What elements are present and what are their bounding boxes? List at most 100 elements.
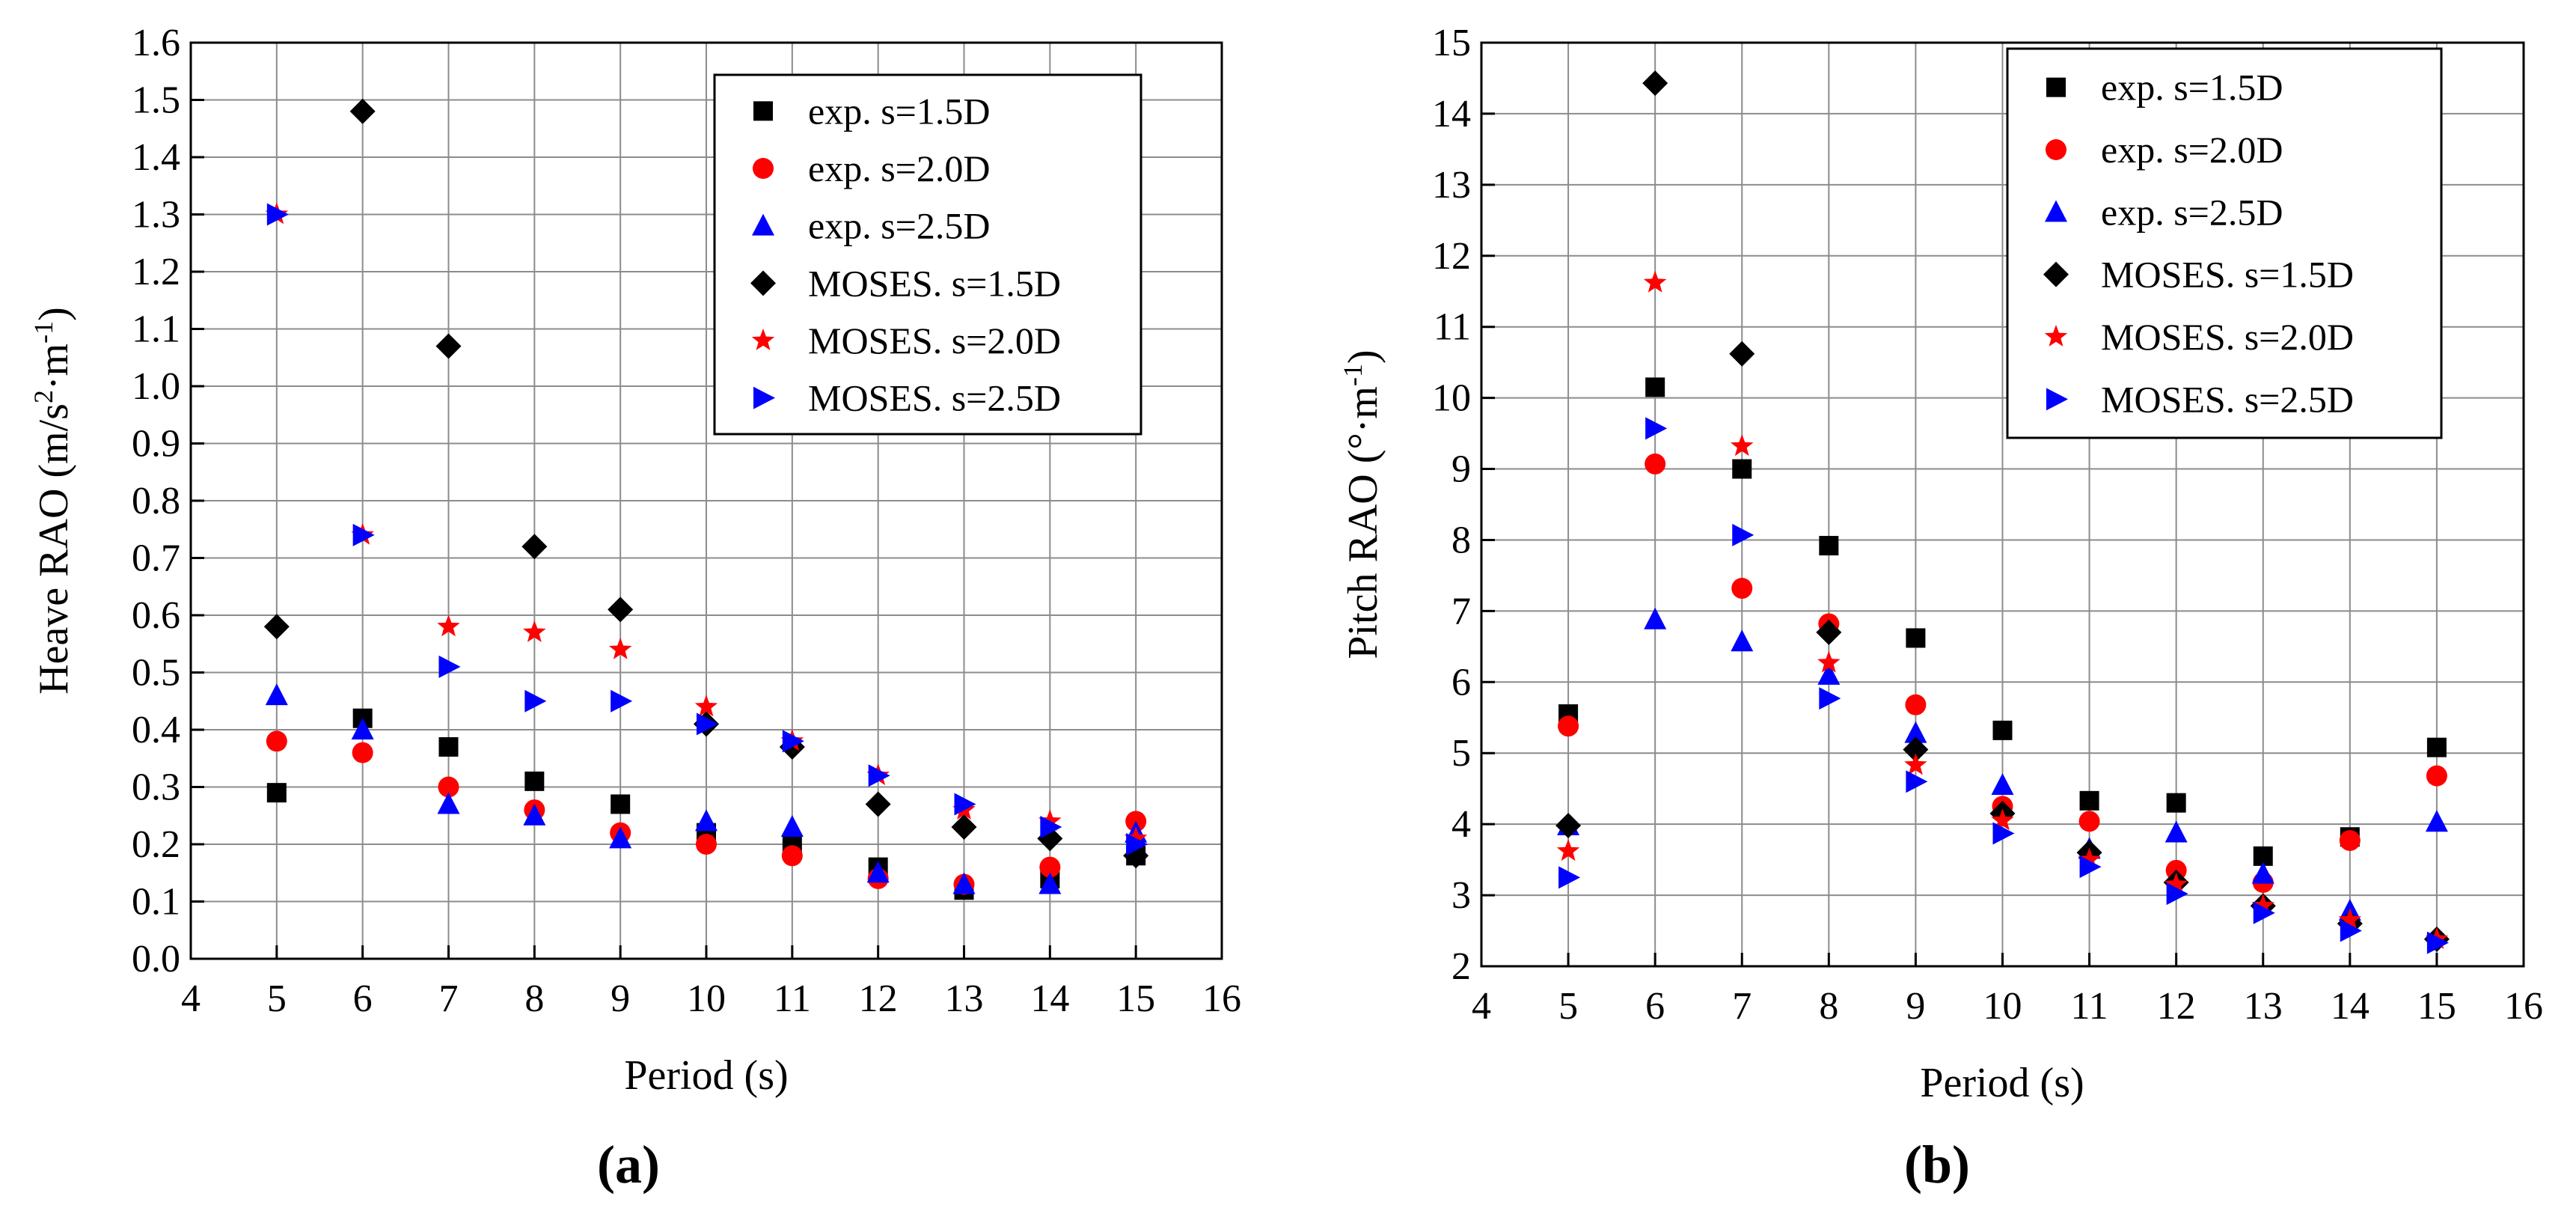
x-tick-label: 4	[1472, 985, 1491, 1028]
y-tick-label: 1.3	[132, 194, 180, 237]
data-point	[1731, 578, 1753, 600]
data-point	[1038, 809, 1062, 832]
data-point	[694, 695, 718, 717]
data-point	[266, 730, 287, 752]
data-point	[2166, 882, 2188, 906]
data-point	[352, 742, 373, 763]
data-point	[1732, 459, 1752, 479]
data-point	[2338, 908, 2362, 930]
legend-marker	[2045, 200, 2067, 222]
data-point	[351, 718, 374, 739]
legend-label: MOSES. s=1.5D	[2101, 254, 2354, 296]
data-point	[1992, 720, 2013, 740]
x-tick-label: 13	[2244, 985, 2283, 1028]
x-tick-label: 7	[1732, 985, 1752, 1028]
data-point	[1558, 866, 1581, 889]
y-tick-label: 1.1	[132, 308, 180, 351]
data-point	[1731, 629, 1754, 652]
legend-marker	[752, 213, 774, 236]
legend-marker	[2046, 388, 2068, 411]
data-point	[952, 872, 976, 894]
x-tick-label: 15	[2417, 985, 2456, 1028]
data-point	[611, 689, 633, 713]
legend-item: MOSES. s=1.5D	[750, 262, 1061, 304]
legend-item: exp. s=2.5D	[752, 205, 990, 247]
data-point	[523, 803, 546, 826]
y-tick-label: 0.0	[132, 938, 180, 980]
data-point	[781, 845, 803, 867]
data-point	[1038, 872, 1062, 894]
y-tick-label: 0.7	[132, 537, 180, 580]
x-tick-label: 14	[2331, 985, 2370, 1028]
data-point	[1645, 377, 1665, 397]
legend-item: exp. s=1.5D	[753, 90, 990, 132]
y-tick-label: 0.6	[132, 594, 180, 637]
data-point	[266, 783, 287, 803]
legend-marker	[2046, 139, 2066, 160]
y-tick-label: 15	[1432, 22, 1471, 64]
y-tick-label: 3	[1451, 874, 1471, 917]
x-tick-label: 16	[1202, 977, 1241, 1020]
data-point	[1040, 816, 1062, 839]
data-point	[1126, 833, 1148, 855]
legend-marker	[753, 101, 773, 121]
data-point	[2079, 855, 2102, 879]
heave-rao-chart: 4 5 6 7 8 9 10 11 12 13 14 15 16 0.0 0.1 0.2 0.3 0.4 0.5 0.…	[28, 22, 1241, 1195]
data-points	[263, 98, 1149, 900]
legend-item: MOSES. s=1.5D	[2043, 254, 2354, 296]
legend-box	[713, 73, 1142, 436]
y-tick-label: 1.2	[132, 251, 180, 293]
data-point	[951, 814, 977, 841]
legend-label: exp. s=1.5D	[2101, 67, 2283, 109]
y-tick-label: 0.9	[132, 423, 180, 466]
x-tick-label: 7	[439, 977, 459, 1020]
data-point	[1816, 619, 1842, 645]
y-axis-label: Pitch RAO (°·m-1)	[1338, 350, 1386, 659]
y-tick-label: 0.1	[132, 881, 180, 924]
data-point	[523, 620, 546, 642]
x-tick-label: 16	[2504, 985, 2543, 1028]
y-tick-label: 2	[1451, 945, 1471, 988]
x-tick-label: 11	[774, 977, 811, 1020]
x-tick-label: 12	[859, 977, 898, 1020]
data-point	[696, 834, 717, 855]
legend-marker	[753, 386, 775, 409]
data-point	[1992, 822, 2015, 845]
data-point	[352, 523, 375, 546]
y-tick-label: 0.4	[132, 709, 180, 751]
legend-marker	[2044, 325, 2068, 347]
x-tick-label: 5	[1558, 985, 1578, 1028]
x-tick-label: 15	[1116, 977, 1155, 1020]
data-point	[1905, 694, 1927, 716]
x-axis-label: Period (s)	[624, 1052, 788, 1099]
data-point	[609, 826, 632, 849]
data-point	[263, 614, 290, 640]
legend-label: MOSES. s=2.0D	[2101, 316, 2354, 358]
y-tick-label: 5	[1451, 732, 1471, 775]
legend-item: MOSES. s=2.5D	[2046, 378, 2354, 420]
legend-label: MOSES. s=2.5D	[808, 377, 1061, 419]
y-tick-label: 1.0	[132, 365, 180, 408]
y-tick-label: 1.5	[132, 79, 180, 122]
data-point	[435, 333, 462, 359]
y-tick-label: 1.6	[132, 22, 180, 64]
legend-marker	[753, 158, 774, 179]
data-points	[1555, 70, 2450, 954]
data-point	[1645, 417, 1668, 440]
y-tick-label: 12	[1432, 235, 1471, 278]
data-point	[1729, 341, 1755, 367]
x-tick-label: 8	[524, 977, 544, 1020]
data-point	[2339, 829, 2361, 851]
data-point	[265, 683, 288, 706]
legend-label: exp. s=2.5D	[2101, 191, 2283, 233]
data-point	[780, 815, 804, 838]
x-tick-label: 8	[1819, 985, 1838, 1028]
series-moses-s-2-5d	[266, 203, 1148, 855]
data-point	[2426, 737, 2447, 757]
data-point	[524, 689, 547, 713]
legend: exp. s=1.5D exp. s=2.0D exp. s=2.5D MOSES. …	[2006, 47, 2443, 439]
data-point	[1819, 536, 1839, 556]
data-point	[1906, 770, 1928, 793]
data-point	[697, 713, 718, 736]
legend-marker	[750, 270, 776, 296]
